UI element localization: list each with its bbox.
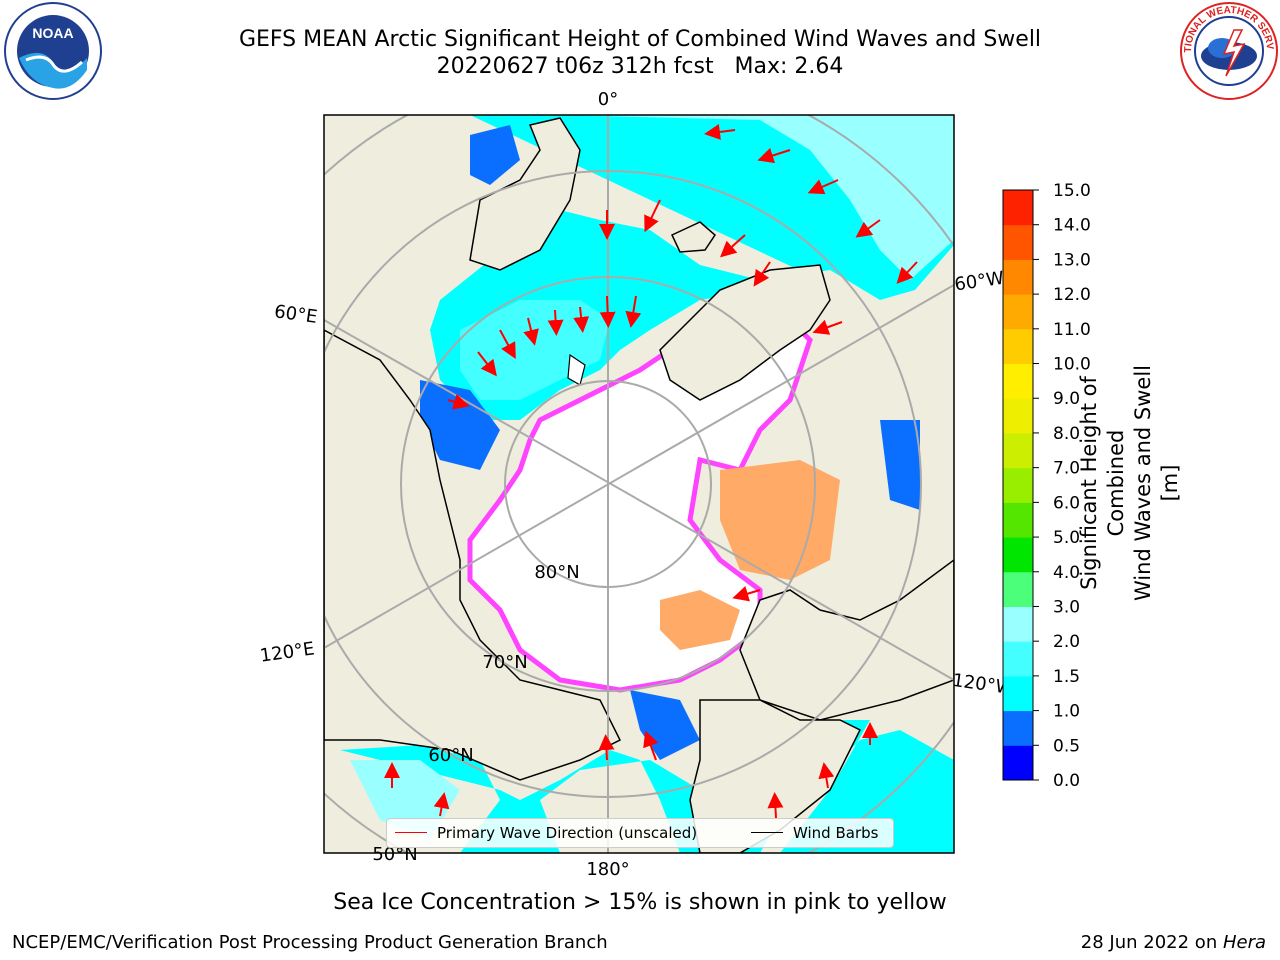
- colorbar-segment: [1003, 675, 1033, 712]
- colorbar-tick-label: 9.0: [1053, 389, 1080, 409]
- ocean-low-waves-4: [880, 420, 920, 510]
- lat-label-60n: 60°N: [428, 745, 473, 766]
- map-frame: [323, 114, 955, 854]
- colorbar-segment: [1003, 328, 1033, 365]
- colorbar-segment: [1003, 363, 1033, 399]
- lon-label-60w: 60°W: [953, 268, 1005, 296]
- iceland: [671, 221, 716, 253]
- wind-barb-swatch: [751, 832, 783, 833]
- colorbar-segment: [1003, 398, 1033, 434]
- colorbar-tick-label: 13.0: [1053, 250, 1091, 270]
- colorbar-segment: [1003, 745, 1033, 781]
- footer-host: Hera: [1222, 932, 1266, 953]
- scandinavia: [469, 117, 581, 271]
- colorbar: 0.0 0.5 1.0 1.5 2.0 3.0 4.0 5.0 6.0 7.0 8.0 9.0 10.0…: [1002, 181, 1091, 791]
- lat-label-50n: 50°N: [372, 844, 417, 865]
- colorbar-tick-label: 0.0: [1053, 771, 1080, 791]
- svg-text:NOAA: NOAA: [32, 25, 73, 41]
- ocean-barents: [460, 300, 610, 400]
- legend-wave-direction: Primary Wave Direction (unscaled): [437, 824, 698, 842]
- colorbar-segment: [1003, 571, 1033, 607]
- colorbar-segment: [1003, 537, 1033, 573]
- colorbar-title-line1: Significant Height of Combined: [1077, 376, 1128, 590]
- colorbar-tick-label: 1.0: [1053, 702, 1080, 722]
- map-area: [324, 115, 954, 853]
- colorbar-tick-label: 12.0: [1053, 285, 1091, 305]
- lon-label-180: 180°: [586, 859, 629, 880]
- lon-label-120e: 120°E: [259, 638, 316, 666]
- footer-date: 28 Jun 2022 on Hera: [1081, 932, 1266, 953]
- lon-label-0: 0°: [598, 89, 618, 110]
- arctic-islands-ice: [720, 460, 840, 580]
- ocean-low-waves-5: [470, 125, 520, 185]
- colorbar-segment: [1003, 641, 1033, 677]
- legend-wind-barbs: Wind Barbs: [793, 824, 879, 842]
- colorbar-segment: [1003, 190, 1033, 226]
- colorbar-tick-label: 15.0: [1053, 181, 1091, 201]
- ocean-atlantic-outer: [560, 115, 954, 280]
- lat-label-80n: 80°N: [534, 562, 579, 583]
- colorbar-segment: [1003, 467, 1033, 503]
- siberia: [324, 329, 622, 781]
- colorbar-segment: [1003, 710, 1033, 746]
- colorbar-tick-label: 14.0: [1053, 216, 1091, 236]
- colorbar-segment: [1003, 432, 1033, 469]
- arctic-ice-inner-orange: [660, 590, 740, 650]
- colorbar-tick-label: 0.5: [1053, 736, 1080, 756]
- map-title: GEFS MEAN Arctic Significant Height of C…: [238, 27, 1042, 52]
- colorbar-frame: [1002, 189, 1034, 781]
- colorbar-tick-label: 6.0: [1053, 493, 1080, 513]
- colorbar-tick-label: 3.0: [1053, 597, 1080, 617]
- lon-label-60e: 60°E: [273, 301, 319, 328]
- colorbar-segment: [1003, 502, 1033, 538]
- ocean-low-waves-1: [420, 380, 500, 470]
- colorbar-tick-label: 7.0: [1053, 459, 1080, 479]
- colorbar-tick-label: 10.0: [1053, 355, 1091, 375]
- colorbar-tick-label: 11.0: [1053, 320, 1091, 340]
- nws-logo: NATIONAL WEATHER SERVICE: [1178, 0, 1278, 100]
- sea-ice-note: Sea Ice Concentration > 15% is shown in …: [333, 890, 947, 915]
- lat-label-70n: 70°N: [482, 652, 527, 673]
- wave-direction-arrows: [384, 124, 918, 819]
- alaska: [689, 699, 862, 853]
- noaa-logo: NOAA: [4, 2, 102, 100]
- footer-credit: NCEP/EMC/Verification Post Processing Pr…: [12, 932, 608, 953]
- colorbar-tick-label: 5.0: [1053, 528, 1080, 548]
- map-subtitle: 20220627 t06z 312h fcst Max: 2.64: [436, 54, 844, 79]
- footer-date-text: 28 Jun 2022 on: [1080, 932, 1223, 953]
- colorbar-tick-label: 8.0: [1053, 424, 1080, 444]
- colorbar-title-line2: Wind Waves and Swell [m]: [1131, 365, 1182, 601]
- colorbar-segment: [1003, 224, 1033, 260]
- ocean-low-waves-3: [630, 690, 700, 760]
- colorbar-tick-label: 1.5: [1053, 667, 1080, 687]
- colorbar-segment: [1003, 294, 1033, 330]
- colorbar-segment: [1003, 259, 1033, 295]
- colorbar-tick-label: 4.0: [1053, 563, 1080, 583]
- colorbar-segment: [1003, 606, 1033, 642]
- map-legend: Primary Wave Direction (unscaled) Wind B…: [386, 818, 894, 848]
- colorbar-tick-label: 2.0: [1053, 632, 1080, 652]
- colorbar-title: Significant Height of Combined Wind Wave…: [1076, 363, 1184, 603]
- wave-direction-swatch: [395, 832, 427, 833]
- canada: [739, 559, 954, 721]
